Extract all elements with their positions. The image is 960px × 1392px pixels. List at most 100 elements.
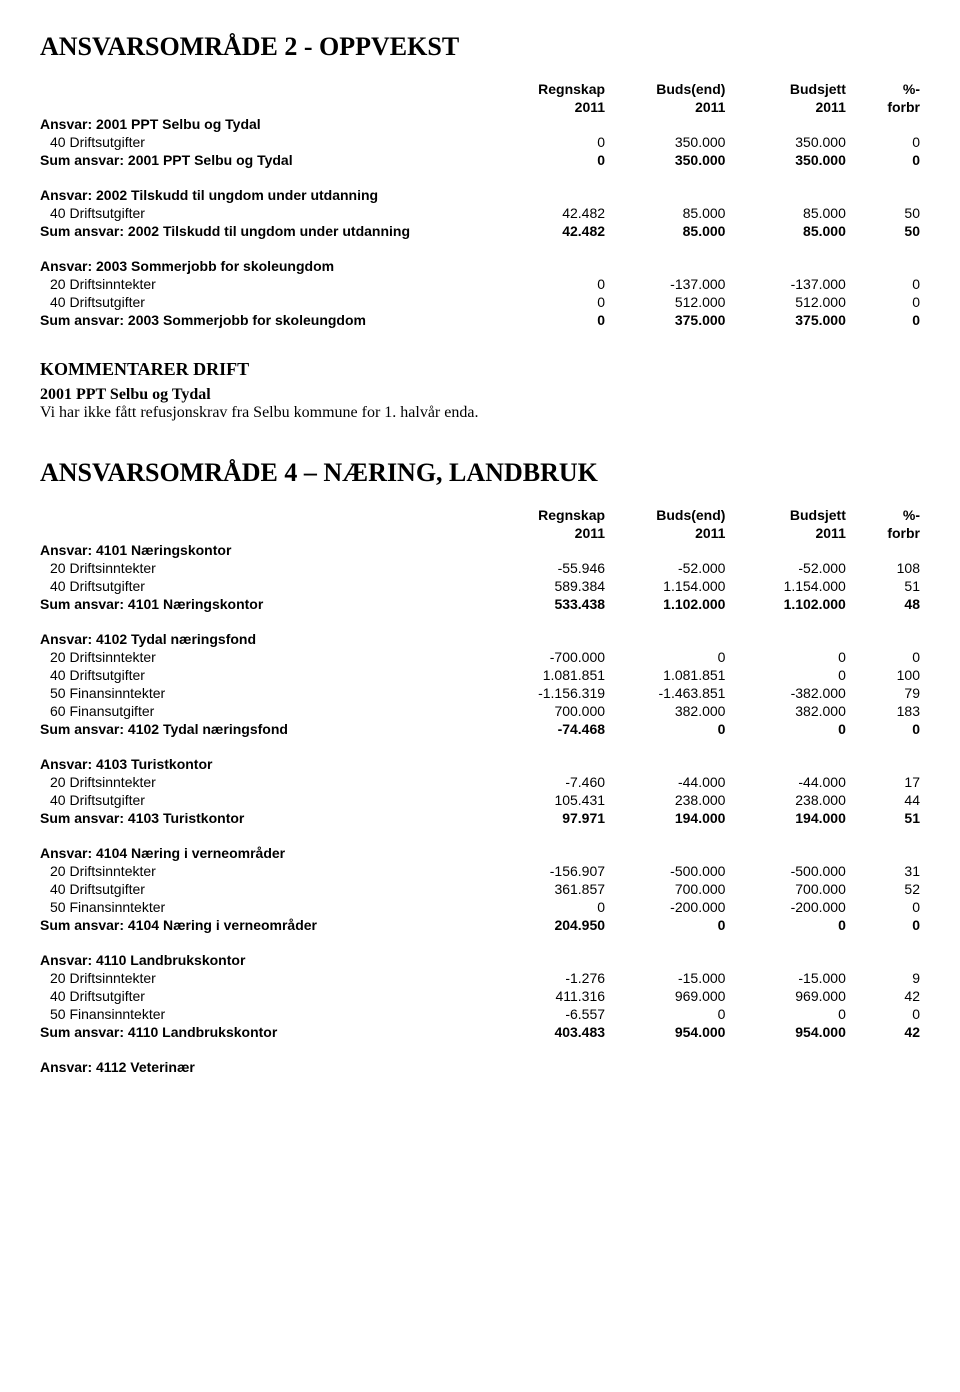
cell-budsjett: 85.000 <box>725 222 845 240</box>
table-row: 20 Driftsinntekter-7.460-44.000-44.00017 <box>40 773 920 791</box>
sum-row: Sum ansvar: 2001 PPT Selbu og Tydal0350.… <box>40 151 920 169</box>
cell-forbr: 79 <box>846 684 920 702</box>
cell-regnskap: 0 <box>485 151 605 169</box>
cell-budsend: 238.000 <box>605 791 725 809</box>
col-header: Buds(end) <box>605 506 725 524</box>
cell-budsend: -137.000 <box>605 275 725 293</box>
cell-regnskap: 105.431 <box>485 791 605 809</box>
cell-regnskap: 411.316 <box>485 987 605 1005</box>
budget-table-1: Regnskap Buds(end) Budsjett %- 2011 2011… <box>40 80 920 329</box>
cell-forbr: 48 <box>846 595 920 613</box>
col-subheader: 2011 <box>605 524 725 542</box>
row-label: 20 Driftsinntekter <box>40 275 485 293</box>
cell-budsjett: -500.000 <box>725 862 845 880</box>
cell-budsend: 954.000 <box>605 1023 725 1041</box>
cell-regnskap: -1.276 <box>485 969 605 987</box>
cell-budsjett: -137.000 <box>725 275 845 293</box>
row-label: 40 Driftsutgifter <box>40 577 485 595</box>
table-row: 20 Driftsinntekter0-137.000-137.0000 <box>40 275 920 293</box>
cell-regnskap: -1.156.319 <box>485 684 605 702</box>
section-title: Ansvar: 4110 Landbrukskontor <box>40 942 485 969</box>
sum-label: Sum ansvar: 4102 Tydal næringsfond <box>40 720 485 738</box>
table-header-row: 2011 2011 2011 forbr <box>40 98 920 116</box>
section-title-row: Ansvar: 2001 PPT Selbu og Tydal <box>40 116 920 133</box>
cell-budsend: 512.000 <box>605 293 725 311</box>
cell-forbr: 42 <box>846 1023 920 1041</box>
cell-regnskap: 97.971 <box>485 809 605 827</box>
cell-budsjett: -15.000 <box>725 969 845 987</box>
table-row: 50 Finansinntekter0-200.000-200.0000 <box>40 898 920 916</box>
cell-budsend: 0 <box>605 916 725 934</box>
page-title-2: ANSVARSOMRÅDE 4 – NÆRING, LANDBRUK <box>40 458 920 488</box>
table-row: 40 Driftsutgifter0512.000512.0000 <box>40 293 920 311</box>
cell-budsjett: -382.000 <box>725 684 845 702</box>
col-subheader: 2011 <box>725 524 845 542</box>
cell-budsjett: 194.000 <box>725 809 845 827</box>
cell-budsend: 375.000 <box>605 311 725 329</box>
col-header: Regnskap <box>485 80 605 98</box>
cell-regnskap: -700.000 <box>485 648 605 666</box>
row-label: 40 Driftsutgifter <box>40 666 485 684</box>
table-row: 40 Driftsutgifter0350.000350.0000 <box>40 133 920 151</box>
cell-regnskap: 0 <box>485 275 605 293</box>
table-row: 50 Finansinntekter-1.156.319-1.463.851-3… <box>40 684 920 702</box>
cell-budsend: -200.000 <box>605 898 725 916</box>
cell-budsjett: 1.102.000 <box>725 595 845 613</box>
sum-label: Sum ansvar: 4101 Næringskontor <box>40 595 485 613</box>
table-header-row: Regnskap Buds(end) Budsjett %- <box>40 80 920 98</box>
row-label: 20 Driftsinntekter <box>40 773 485 791</box>
table-row: 40 Driftsutgifter361.857700.000700.00052 <box>40 880 920 898</box>
section-title-row: Ansvar: 2002 Tilskudd til ungdom under u… <box>40 177 920 204</box>
cell-budsend: -52.000 <box>605 559 725 577</box>
cell-forbr: 31 <box>846 862 920 880</box>
col-header: Budsjett <box>725 506 845 524</box>
table-row: 40 Driftsutgifter589.3841.154.0001.154.0… <box>40 577 920 595</box>
cell-regnskap: 403.483 <box>485 1023 605 1041</box>
table-row: 20 Driftsinntekter-156.907-500.000-500.0… <box>40 862 920 880</box>
cell-forbr: 50 <box>846 222 920 240</box>
cell-regnskap: 0 <box>485 898 605 916</box>
sum-label: Sum ansvar: 4104 Næring i verneområder <box>40 916 485 934</box>
cell-budsend: 350.000 <box>605 133 725 151</box>
cell-forbr: 9 <box>846 969 920 987</box>
section-title-row: Ansvar: 4112 Veterinær <box>40 1049 920 1076</box>
section-title: Ansvar: 2001 PPT Selbu og Tydal <box>40 116 485 133</box>
cell-regnskap: 0 <box>485 133 605 151</box>
cell-budsjett: -44.000 <box>725 773 845 791</box>
cell-budsend: 0 <box>605 1005 725 1023</box>
cell-forbr: 44 <box>846 791 920 809</box>
cell-budsjett: 350.000 <box>725 151 845 169</box>
cell-budsjett: 0 <box>725 666 845 684</box>
cell-forbr: 0 <box>846 1005 920 1023</box>
cell-regnskap: 700.000 <box>485 702 605 720</box>
cell-forbr: 0 <box>846 275 920 293</box>
comment-text: Vi har ikke fått refusjonskrav fra Selbu… <box>40 404 478 421</box>
budget-table-2: Regnskap Buds(end) Budsjett %- 2011 2011… <box>40 506 920 1076</box>
cell-forbr: 0 <box>846 720 920 738</box>
cell-budsjett: 238.000 <box>725 791 845 809</box>
table-row: 20 Driftsinntekter-55.946-52.000-52.0001… <box>40 559 920 577</box>
cell-budsend: -44.000 <box>605 773 725 791</box>
row-label: 40 Driftsutgifter <box>40 204 485 222</box>
cell-forbr: 0 <box>846 916 920 934</box>
cell-budsjett: 969.000 <box>725 987 845 1005</box>
cell-budsend: 969.000 <box>605 987 725 1005</box>
cell-regnskap: 42.482 <box>485 222 605 240</box>
comment-block: 2001 PPT Selbu og Tydal Vi har ikke fått… <box>40 386 920 422</box>
cell-budsjett: 375.000 <box>725 311 845 329</box>
row-label: 20 Driftsinntekter <box>40 648 485 666</box>
cell-budsend: 1.154.000 <box>605 577 725 595</box>
cell-budsjett: 954.000 <box>725 1023 845 1041</box>
sum-row: Sum ansvar: 4110 Landbrukskontor403.4839… <box>40 1023 920 1041</box>
cell-budsend: 1.081.851 <box>605 666 725 684</box>
table-row: 50 Finansinntekter-6.557000 <box>40 1005 920 1023</box>
cell-forbr: 52 <box>846 880 920 898</box>
cell-forbr: 0 <box>846 898 920 916</box>
section-title-row: Ansvar: 4103 Turistkontor <box>40 746 920 773</box>
cell-regnskap: -7.460 <box>485 773 605 791</box>
cell-budsjett: 700.000 <box>725 880 845 898</box>
cell-forbr: 0 <box>846 151 920 169</box>
row-label: 50 Finansinntekter <box>40 684 485 702</box>
col-header: Buds(end) <box>605 80 725 98</box>
row-label: 20 Driftsinntekter <box>40 969 485 987</box>
